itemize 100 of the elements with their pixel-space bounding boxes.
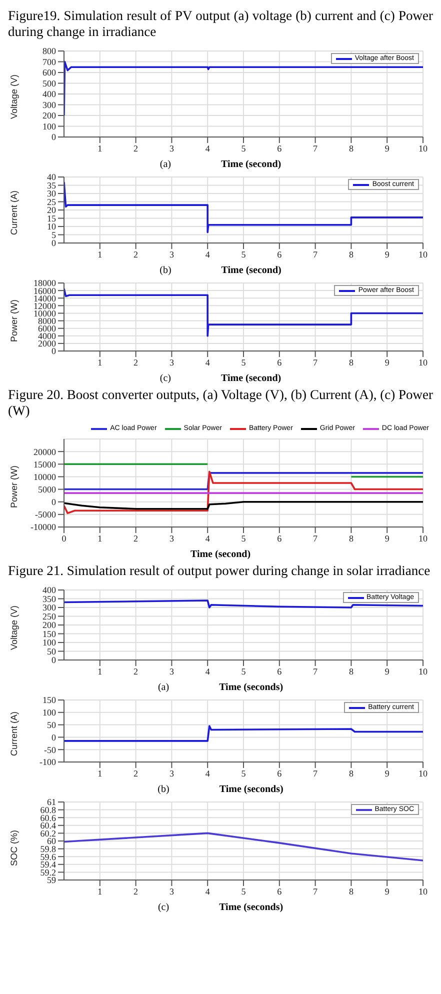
line-series [64, 832, 423, 862]
x-tick-label: 4 [205, 666, 210, 676]
y-tick-label: 6000 [38, 324, 56, 334]
y-tick-label: 60 [47, 836, 56, 846]
caption: Figure 21. Simulation result of output power during change in solar irradiance [8, 563, 432, 579]
x-tick-label: 9 [384, 666, 390, 676]
x-tick-label: 3 [169, 143, 174, 154]
y-axis-title: Voltage (V) [9, 74, 20, 119]
x-tick-label: 1 [98, 357, 102, 368]
x-tick-label: 1 [98, 768, 102, 778]
x-tick-label: 8 [348, 886, 354, 896]
line-series [64, 725, 423, 742]
y-tick-label: -100 [40, 757, 56, 768]
y-tick-label: 8000 [38, 316, 56, 326]
x-tick-label: 3 [169, 357, 174, 368]
y-tick-label: 300 [42, 100, 56, 110]
line-series [64, 288, 423, 337]
y-tick-label: 10000 [34, 308, 56, 318]
y-tick-label: 60.4 [40, 820, 56, 831]
y-axis-title: Power (W) [9, 300, 20, 342]
x-tick-label: 10 [418, 249, 428, 260]
y-tick-label: 0 [52, 497, 56, 508]
y-tick-label: 15000 [34, 459, 56, 470]
line-series [64, 470, 423, 514]
x-tick-label: 4 [205, 249, 210, 260]
x-tick-label: 10 [418, 533, 428, 544]
x-tick-label: 7 [313, 143, 318, 154]
y-tick-label: 100 [42, 121, 56, 132]
x-tick-label: 2 [134, 357, 138, 368]
x-tick-label: 8 [348, 249, 354, 260]
x-tick-label: 5 [241, 886, 246, 896]
x-tick-label: 1 [98, 886, 102, 896]
x-tick-label: 3 [169, 533, 174, 544]
x-tick-label: 9 [384, 768, 390, 778]
x-tick-label: 9 [384, 249, 390, 260]
y-tick-label: 250 [42, 611, 56, 622]
x-tick-label: 9 [384, 357, 390, 368]
y-tick-label: 60.6 [40, 812, 56, 823]
x-tick-label: 2 [134, 886, 138, 896]
x-tick-label: 6 [277, 533, 282, 544]
x-axis-title: Time (second) [221, 159, 282, 170]
x-tick-label: 6 [277, 249, 282, 260]
x-tick-label: 3 [169, 886, 174, 896]
x-tick-label: 8 [348, 768, 354, 778]
caption: Figure 20. Boost converter outputs, (a) Voltage (V), (b) Current (A), (c) Power (W) [8, 387, 433, 419]
y-axis-title: Current (A) [9, 711, 20, 756]
text: (a) [160, 159, 171, 170]
y-axis-title: Current (A) [9, 190, 20, 235]
y-tick-label: 15 [47, 213, 56, 224]
x-tick-label: 8 [348, 666, 354, 676]
y-tick-label: 0 [52, 346, 56, 356]
y-tick-label: 30 [47, 188, 56, 199]
x-tick-label: 8 [348, 357, 354, 368]
y-tick-label: 59 [47, 875, 56, 886]
y-tick-label: 300 [42, 602, 56, 613]
x-tick-label: 10 [418, 768, 428, 778]
x-tick-label: 2 [134, 143, 138, 154]
y-axis-title: Voltage (V) [9, 605, 20, 650]
y-tick-label: 200 [42, 620, 56, 630]
x-tick-label: 4 [205, 357, 210, 368]
y-tick-label: 50 [47, 720, 56, 730]
y-tick-label: 0 [52, 732, 56, 742]
y-tick-label: 5 [52, 230, 56, 240]
x-tick-label: 9 [384, 886, 390, 896]
y-tick-label: 61 [47, 797, 56, 808]
y-tick-label: 0 [52, 132, 56, 142]
y-tick-label: 350 [42, 594, 56, 604]
line-series [64, 500, 423, 510]
y-tick-label: 35 [47, 180, 56, 190]
line-series [64, 181, 423, 234]
y-axis-title: Power (W) [9, 466, 20, 508]
x-tick-label: 5 [241, 357, 246, 368]
x-tick-label: 8 [348, 533, 354, 544]
y-tick-label: 59.6 [40, 852, 56, 862]
x-tick-label: 7 [313, 886, 318, 896]
y-tick-label: 59.8 [40, 844, 56, 854]
x-tick-label: 1 [98, 143, 102, 154]
y-tick-label: 700 [42, 56, 56, 67]
y-tick-label: 100 [42, 708, 56, 718]
text: (b) [158, 784, 170, 795]
text: (b) [160, 265, 172, 276]
y-tick-label: 500 [42, 78, 56, 88]
y-tick-label: 25 [47, 196, 56, 207]
text: (a) [158, 682, 170, 693]
x-tick-label: 3 [169, 666, 174, 676]
x-tick-label: 9 [384, 533, 390, 544]
x-tick-label: 2 [134, 666, 138, 676]
y-tick-label: 400 [42, 585, 56, 596]
y-tick-label: 200 [42, 110, 56, 121]
x-tick-label: 10 [418, 666, 428, 676]
y-tick-label: 20000 [34, 446, 56, 457]
line-series [64, 600, 423, 608]
x-tick-label: 7 [313, 666, 318, 676]
x-tick-label: 0 [62, 533, 67, 544]
y-tick-label: 59.4 [40, 860, 56, 870]
y-tick-label: 400 [42, 89, 56, 100]
x-tick-label: 6 [277, 357, 282, 368]
x-tick-label: 2 [134, 249, 138, 260]
y-tick-label: 2000 [38, 338, 56, 349]
y-tick-label: 40 [47, 172, 56, 182]
